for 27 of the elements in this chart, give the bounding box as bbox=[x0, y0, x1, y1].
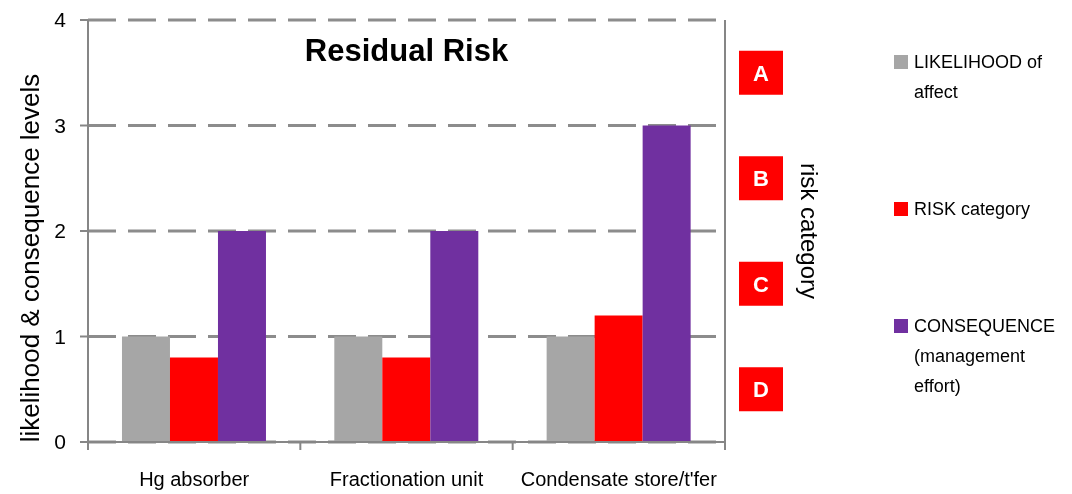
bar bbox=[382, 357, 431, 442]
y-axis-title: likelihood & consequence levels bbox=[15, 73, 45, 443]
bar bbox=[169, 357, 218, 442]
bar bbox=[217, 231, 266, 442]
y-tick-label: 3 bbox=[54, 113, 66, 137]
chart-title: Residual Risk bbox=[303, 33, 510, 69]
text: D bbox=[753, 376, 769, 402]
bar bbox=[121, 336, 170, 442]
text: B bbox=[753, 165, 769, 191]
y-tick-label: 0 bbox=[54, 430, 66, 454]
x-tick-label: Fractionation unit bbox=[329, 468, 484, 490]
x-tick-label: Condensate store/t'fer bbox=[520, 468, 718, 490]
y-tick-label: 2 bbox=[54, 219, 66, 243]
bar bbox=[546, 336, 595, 442]
text: A bbox=[753, 60, 770, 86]
text: C bbox=[753, 271, 770, 297]
y2-axis-title: risk category bbox=[796, 162, 824, 300]
legend-label: CONSEQUENCE (management effort) bbox=[914, 315, 1057, 398]
legend-label: RISK category bbox=[914, 198, 1031, 221]
legend-label: LIKELIHOOD of affect bbox=[914, 51, 1044, 104]
bar bbox=[594, 315, 643, 442]
bar bbox=[334, 336, 383, 442]
bar bbox=[642, 125, 691, 442]
x-tick-label: Hg absorber bbox=[139, 468, 250, 490]
y-tick-label: 1 bbox=[54, 324, 66, 348]
bar bbox=[430, 231, 479, 442]
y-tick-label: 4 bbox=[54, 8, 67, 32]
